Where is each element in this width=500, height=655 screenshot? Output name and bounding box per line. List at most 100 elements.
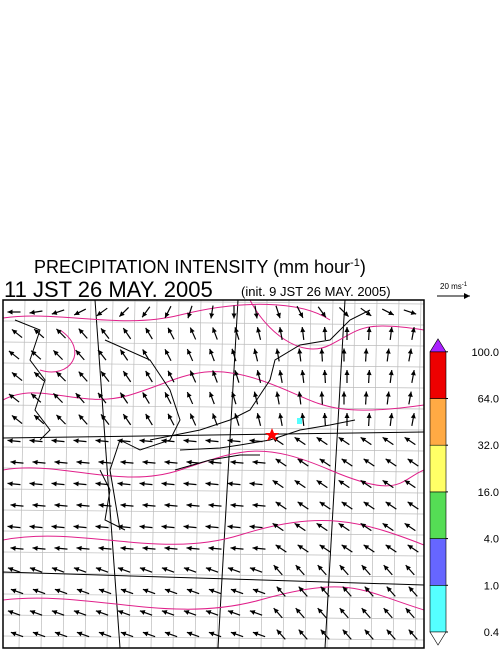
wind-arrow xyxy=(363,501,375,510)
wind-arrow-head xyxy=(320,586,326,593)
colorbar-label: 16.0 xyxy=(478,487,499,499)
wind-arrow xyxy=(139,524,153,530)
wind-arrow xyxy=(97,392,107,404)
wind-arrow-head xyxy=(295,608,301,614)
precip-cell xyxy=(297,418,302,424)
colorbar-bin xyxy=(429,538,447,586)
wind-arrow xyxy=(97,349,107,361)
grid-line xyxy=(370,300,378,648)
wind-arrow xyxy=(410,326,416,341)
wind-arrow-head xyxy=(161,610,168,615)
wind-arrow-head xyxy=(297,348,303,354)
wind-arrow-head xyxy=(230,631,237,637)
grid-line xyxy=(3,488,424,494)
wind-arrow xyxy=(298,629,308,640)
contour xyxy=(3,520,424,546)
wind-arrow-head xyxy=(253,313,259,319)
wind-arrow xyxy=(230,459,244,465)
wind-arrow xyxy=(33,328,45,339)
wind-arrow xyxy=(320,629,330,640)
wind-arrow-head xyxy=(34,372,40,378)
wind-arrow-head xyxy=(7,309,13,315)
wind-arrow xyxy=(142,588,156,595)
wind-arrow xyxy=(7,524,21,530)
wind-arrow-head xyxy=(32,631,39,637)
wind-arrow-head xyxy=(383,608,389,614)
wind-arrow xyxy=(234,370,240,383)
wind-arrow xyxy=(119,392,129,404)
wind-arrow-head xyxy=(51,310,58,315)
wind-arrow xyxy=(73,610,87,616)
wind-arrow xyxy=(298,586,308,597)
wind-arrow xyxy=(360,307,372,317)
wind-arrow-head xyxy=(98,502,104,508)
wind-arrow xyxy=(164,502,178,508)
wind-arrow-head xyxy=(164,588,171,594)
wind-arrow-head xyxy=(29,481,35,487)
wind-arrow xyxy=(186,348,194,362)
wind-arrow xyxy=(142,502,156,508)
wind-arrow xyxy=(338,479,350,489)
wind-arrow-head xyxy=(183,567,190,572)
wind-arrow xyxy=(382,436,394,446)
wind-arrow-head xyxy=(120,631,127,637)
wind-arrow-head xyxy=(408,629,414,636)
wind-arrow-head xyxy=(319,501,326,507)
wind-arrow-head xyxy=(205,438,211,444)
wind-arrow-head xyxy=(10,545,16,551)
wind-arrow-head xyxy=(142,631,149,637)
wind-arrow xyxy=(231,391,237,405)
wind-arrow xyxy=(56,371,66,382)
wind-arrow xyxy=(388,326,394,341)
wind-arrow-head xyxy=(227,481,233,487)
wind-arrow xyxy=(252,502,266,508)
wind-arrow-head xyxy=(78,328,84,335)
wind-arrow-head xyxy=(167,327,173,334)
valid-time: 11 JST 26 MAY. 2005 xyxy=(4,277,213,302)
wind-arrow-head xyxy=(53,350,59,356)
wind-arrow xyxy=(407,348,413,362)
wind-arrow-head xyxy=(363,501,370,507)
wind-arrow xyxy=(73,524,87,530)
wind-arrow-head xyxy=(7,524,13,530)
wind-arrow-head xyxy=(317,565,323,571)
wind-arrow xyxy=(29,610,43,616)
wind-arrow xyxy=(142,392,150,404)
wind-arrow-head xyxy=(145,413,151,420)
wind-arrow xyxy=(361,607,371,619)
wind-arrow xyxy=(342,629,352,640)
wind-arrow-head xyxy=(205,567,212,572)
colorbar-label: 1.0 xyxy=(484,580,499,592)
wind-arrow xyxy=(122,327,132,340)
wind-arrow-head xyxy=(187,349,192,355)
wind-arrow-head xyxy=(360,523,367,529)
wind-arrow xyxy=(117,438,131,444)
wind-arrow xyxy=(294,479,306,489)
wind-legend-label: 20 ms-1 xyxy=(440,282,468,291)
wind-arrow xyxy=(386,586,396,597)
wind-arrow-head xyxy=(161,481,167,487)
wind-arrow-head xyxy=(249,481,255,487)
wind-arrow-head xyxy=(187,392,192,398)
wind-arrow-head xyxy=(10,631,17,637)
wind-arrow xyxy=(410,369,416,384)
wind-arrow-head xyxy=(275,501,282,507)
wind-arrow xyxy=(227,610,241,616)
wind-arrow-head xyxy=(164,349,170,355)
wind-arrow xyxy=(98,545,112,551)
coastline xyxy=(99,469,126,531)
wind-arrow-head xyxy=(252,459,258,465)
wind-arrow xyxy=(360,436,372,446)
wind-arrow-head xyxy=(230,588,237,594)
wind-arrow-head xyxy=(123,328,129,334)
wind-arrow-head xyxy=(276,629,282,636)
wind-arrow-head xyxy=(256,413,262,419)
wind-arrow xyxy=(363,348,369,362)
wind-arrow-head xyxy=(29,438,35,444)
wind-arrow-head xyxy=(231,348,236,355)
wind-arrow-head xyxy=(338,437,345,443)
wind-arrow-head xyxy=(275,458,282,464)
wind-arrow xyxy=(383,607,393,619)
wind-arrow-head xyxy=(276,586,282,593)
